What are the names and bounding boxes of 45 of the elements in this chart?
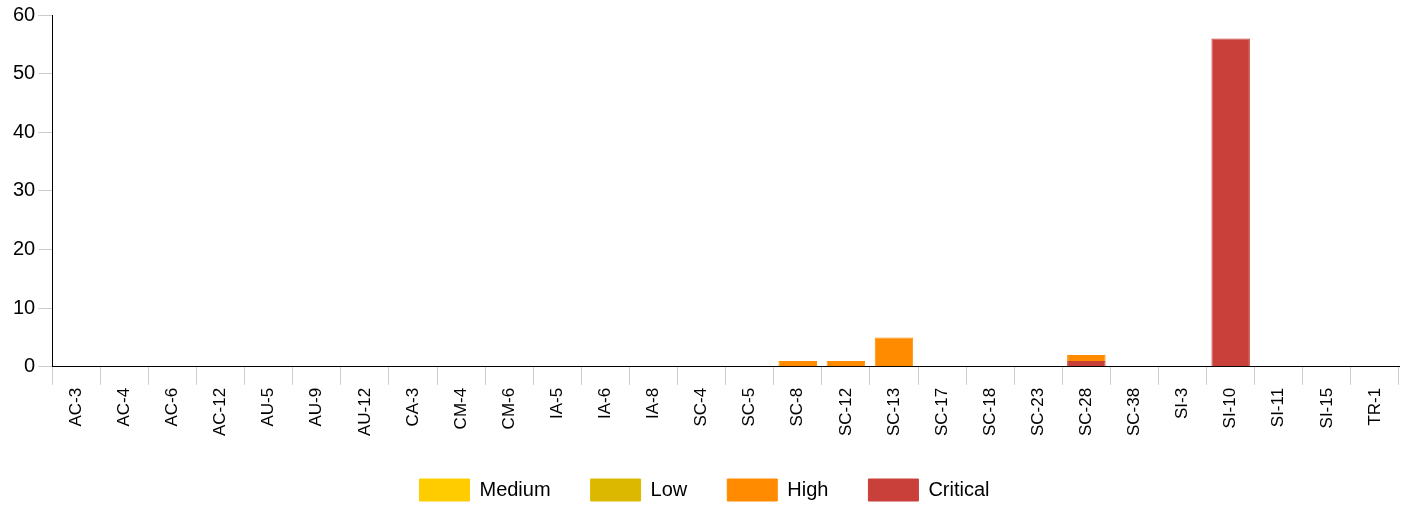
x-tick-label: SI-3 <box>1172 387 1192 419</box>
x-tick-label: AU-9 <box>306 387 326 427</box>
legend-label: High <box>787 477 829 500</box>
x-tick-label: CM-6 <box>498 387 518 430</box>
x-tick-label: SC-28 <box>1076 387 1096 436</box>
x-tick-label: CM-4 <box>450 387 470 430</box>
x-tick-label: SI-11 <box>1268 387 1288 428</box>
legend-label: Critical <box>928 477 990 500</box>
x-tick-label: AC-4 <box>114 387 134 427</box>
y-tick-label: 0 <box>24 354 36 377</box>
x-tick-label: IA-8 <box>643 387 663 419</box>
x-tick-label: AC-3 <box>65 387 85 427</box>
y-tick-label: 50 <box>13 61 36 84</box>
x-tick-label: SC-12 <box>835 387 855 436</box>
legend-label: Medium <box>479 477 551 500</box>
x-tick-label: IA-6 <box>595 387 615 419</box>
x-tick-label: SI-10 <box>1220 387 1240 429</box>
x-tick-label: CA-3 <box>402 387 422 427</box>
x-tick-label: SC-8 <box>787 387 807 427</box>
x-tick-label: SC-13 <box>883 387 903 436</box>
x-tick-label: IA-5 <box>546 387 566 419</box>
y-tick-label: 20 <box>13 237 36 260</box>
y-tick-label: 10 <box>13 295 36 318</box>
x-tick-label: AU-5 <box>258 387 278 427</box>
x-tick-label: SC-4 <box>691 387 711 427</box>
bar <box>1211 38 1250 367</box>
bar <box>874 337 914 367</box>
y-tick-label: 60 <box>13 2 36 25</box>
x-tick-label: SI-15 <box>1316 387 1336 429</box>
legend-label: Low <box>650 477 688 500</box>
bar <box>778 360 818 367</box>
x-tick-label: SC-5 <box>739 387 759 427</box>
x-tick-label: SC-23 <box>1027 387 1047 436</box>
x-tick-label: TR-1 <box>1364 387 1384 426</box>
y-tick-label: 40 <box>13 119 36 142</box>
bar <box>826 360 866 367</box>
bar <box>1067 360 1106 367</box>
x-tick-label: AU-12 <box>354 387 374 436</box>
x-tick-label: SC-18 <box>979 387 999 436</box>
x-tick-label: AC-6 <box>162 387 182 427</box>
bar <box>1067 355 1106 361</box>
x-tick-label: SC-38 <box>1124 387 1144 436</box>
x-tick-label: SC-17 <box>931 387 951 436</box>
y-tick-label: 30 <box>13 178 36 201</box>
x-tick-label: AC-12 <box>210 387 230 436</box>
